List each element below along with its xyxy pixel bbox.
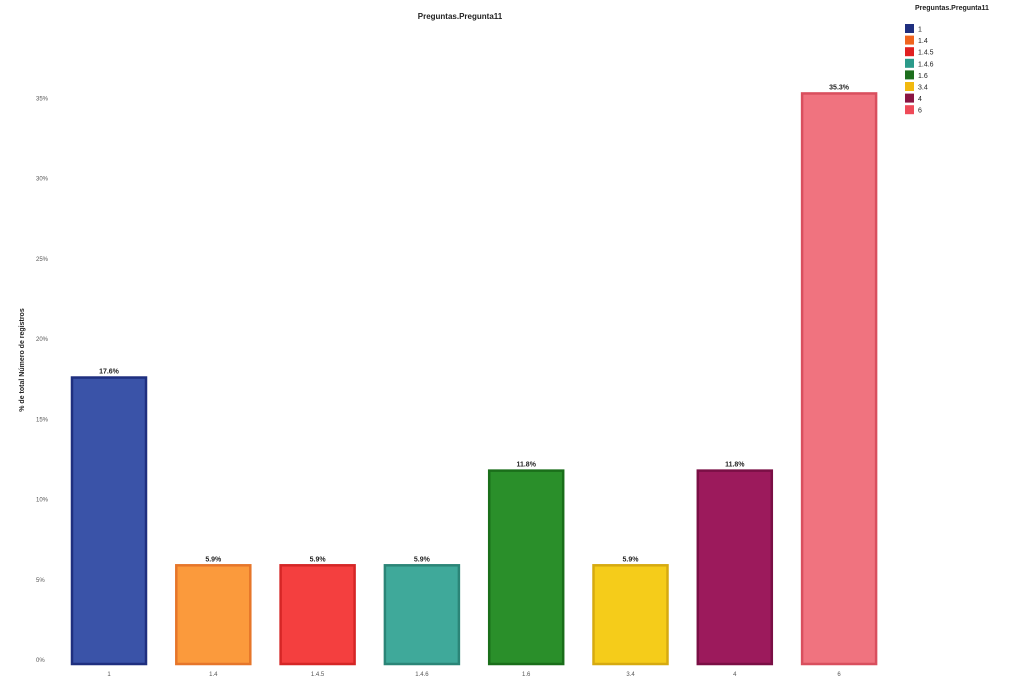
legend-entry: 1 bbox=[918, 27, 922, 34]
x-tick-label: 4 bbox=[733, 672, 737, 678]
legend-swatch bbox=[905, 82, 914, 91]
bars-group: 17.6% 5.9% 5.9% 5.9% 11.8% 5.9% 11.8% 35.3% bbox=[70, 84, 878, 666]
bar bbox=[383, 564, 461, 666]
chart-title: Preguntas.Pregunta11 bbox=[418, 12, 503, 21]
x-tick-label: 3.4 bbox=[626, 672, 635, 678]
x-tick-label: 1.4 bbox=[209, 672, 218, 678]
y-tick-label: 25% bbox=[36, 257, 49, 263]
data-label: 11.8% bbox=[516, 462, 536, 469]
data-label: 35.3% bbox=[829, 84, 850, 91]
data-label: 17.6% bbox=[99, 369, 120, 376]
legend-title: Preguntas.Pregunta11 bbox=[915, 5, 989, 12]
legend: Preguntas.Pregunta11 1 1.4 1.4.5 1.4.6 1.6 3.… bbox=[905, 5, 989, 115]
legend-swatch bbox=[905, 70, 914, 80]
bar bbox=[696, 469, 774, 666]
legend-entry: 1.4 bbox=[918, 38, 928, 45]
bar bbox=[70, 376, 148, 666]
x-tick-label: 1 bbox=[107, 672, 111, 678]
y-axis: 0% 5% 10% 15% 20% 25% 30% 35% bbox=[36, 96, 49, 664]
x-tick-label: 1.6 bbox=[522, 672, 531, 678]
y-tick-label: 5% bbox=[36, 578, 45, 584]
data-label: 5.9% bbox=[310, 556, 327, 563]
data-label: 5.9% bbox=[414, 556, 431, 563]
y-tick-label: 20% bbox=[36, 337, 49, 343]
x-tick-label: 6 bbox=[837, 672, 841, 678]
legend-entry: 3.4 bbox=[918, 85, 928, 92]
bar bbox=[592, 564, 669, 666]
legend-swatch bbox=[905, 24, 914, 33]
bar bbox=[279, 564, 356, 666]
bar bbox=[175, 564, 252, 666]
legend-entry: 4 bbox=[918, 96, 922, 103]
x-axis: 1 1.4 1.4.5 1.4.6 1.6 3.4 4 6 bbox=[107, 672, 841, 678]
x-tick-label: 1.4.5 bbox=[311, 672, 325, 678]
legend-entry: 1.6 bbox=[918, 73, 928, 80]
bar bbox=[800, 92, 878, 666]
legend-entry: 1.4.5 bbox=[918, 50, 934, 57]
legend-swatch bbox=[905, 93, 914, 103]
y-axis-label: % de total Número de registros bbox=[19, 308, 26, 412]
legend-items: 1 1.4 1.4.5 1.4.6 1.6 3.4 4 6 bbox=[905, 24, 934, 115]
legend-entry: 1.4.6 bbox=[918, 61, 934, 68]
legend-swatch bbox=[905, 35, 914, 45]
legend-swatch bbox=[905, 58, 914, 68]
y-tick-label: 30% bbox=[36, 177, 49, 183]
y-tick-label: 0% bbox=[36, 658, 45, 664]
legend-swatch bbox=[905, 47, 914, 57]
y-tick-label: 10% bbox=[36, 498, 49, 504]
data-label: 5.9% bbox=[623, 556, 640, 563]
x-tick-label: 1.4.6 bbox=[415, 672, 429, 678]
legend-entry: 6 bbox=[918, 108, 922, 115]
legend-swatch bbox=[905, 105, 914, 115]
data-label: 5.9% bbox=[205, 556, 222, 563]
y-tick-label: 15% bbox=[36, 417, 49, 423]
data-label: 11.8% bbox=[725, 462, 745, 469]
y-tick-label: 35% bbox=[36, 96, 49, 102]
bar bbox=[487, 469, 565, 666]
